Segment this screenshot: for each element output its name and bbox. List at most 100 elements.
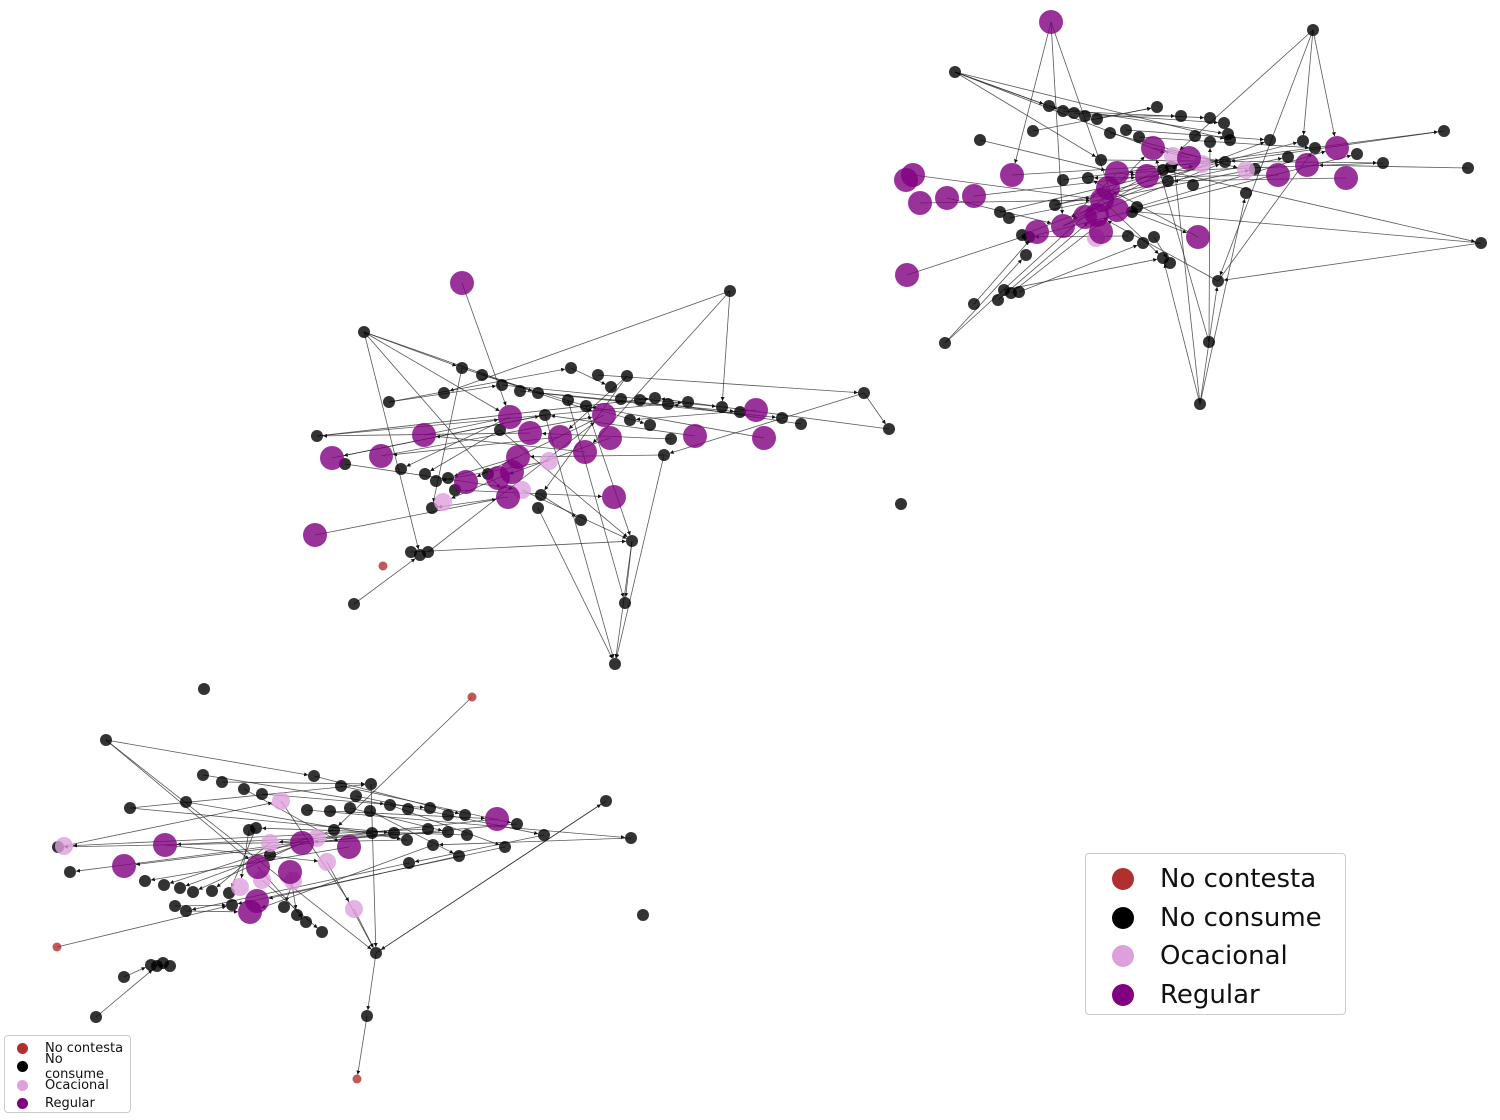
node-ocacional bbox=[55, 837, 73, 855]
node-no-consume bbox=[124, 802, 136, 814]
graph-edge bbox=[1312, 29, 1336, 137]
node-no-consume bbox=[461, 829, 473, 841]
node-no-consume bbox=[1187, 179, 1199, 191]
node-regular bbox=[1089, 220, 1113, 244]
node-regular bbox=[1000, 163, 1024, 187]
graph-edge bbox=[1217, 152, 1312, 282]
node-regular bbox=[290, 831, 314, 855]
node-no-consume bbox=[665, 433, 677, 445]
node-regular bbox=[112, 854, 136, 878]
graph-edge bbox=[567, 399, 625, 598]
node-regular bbox=[153, 833, 177, 857]
graph-edge bbox=[164, 844, 319, 863]
node-no-consume bbox=[344, 802, 356, 814]
node-no-consume bbox=[1282, 151, 1294, 163]
node-ocacional bbox=[345, 900, 363, 918]
graph-edge bbox=[912, 174, 1091, 200]
node-regular bbox=[454, 470, 478, 494]
node-no-consume bbox=[1079, 110, 1091, 122]
node-regular bbox=[1135, 164, 1159, 188]
node-no-consume bbox=[1351, 148, 1363, 160]
node-no-consume bbox=[1104, 127, 1116, 139]
node-no-consume bbox=[1377, 157, 1389, 169]
node-no-consume bbox=[358, 326, 370, 338]
node-no-consume bbox=[169, 900, 181, 912]
node-no-consume bbox=[187, 886, 199, 898]
node-no-consume bbox=[625, 832, 637, 844]
graph-edge bbox=[56, 905, 227, 948]
graph-edge bbox=[356, 1015, 368, 1075]
node-no-consume bbox=[634, 394, 646, 406]
graph-edge bbox=[1136, 150, 1326, 208]
node-no-consume bbox=[532, 387, 544, 399]
node-no-consume bbox=[1204, 136, 1216, 148]
node-no-consume bbox=[364, 805, 376, 817]
node-regular bbox=[246, 855, 270, 879]
legend-large: No contesta No consume Ocacional Regular bbox=[1085, 853, 1346, 1015]
node-no-consume bbox=[539, 409, 551, 421]
legend-label: No consume bbox=[45, 1051, 105, 1082]
node-no-consume bbox=[139, 875, 151, 887]
node-no-consume bbox=[459, 809, 471, 821]
graph-edge bbox=[240, 829, 250, 879]
node-no-consume bbox=[424, 802, 436, 814]
node-regular bbox=[895, 263, 919, 287]
node-no-consume bbox=[1027, 125, 1039, 137]
graph-edge bbox=[585, 405, 631, 536]
ocacional-marker bbox=[1112, 945, 1134, 968]
node-regular bbox=[1051, 214, 1075, 238]
node-regular bbox=[278, 860, 302, 884]
legend-label: Regular bbox=[45, 1096, 95, 1112]
node-regular bbox=[486, 466, 510, 490]
node-no-consume bbox=[1148, 231, 1160, 243]
node-regular bbox=[1334, 166, 1358, 190]
graph-edge bbox=[1003, 258, 1158, 291]
node-no-consume bbox=[180, 796, 192, 808]
node-no-consume bbox=[1175, 110, 1187, 122]
graph-edge bbox=[906, 235, 1026, 276]
node-no-consume bbox=[1043, 100, 1055, 112]
graph-edge bbox=[314, 498, 497, 536]
node-no-consume bbox=[1162, 175, 1174, 187]
node-no-consume bbox=[1307, 24, 1319, 36]
node-no-consume bbox=[226, 899, 238, 911]
node-no-contesta bbox=[467, 692, 477, 702]
node-no-consume bbox=[580, 400, 592, 412]
node-no-consume bbox=[716, 401, 728, 413]
node-no-consume bbox=[278, 901, 290, 913]
node-no-consume bbox=[335, 780, 347, 792]
graph-edge bbox=[1014, 21, 1052, 164]
node-no-consume bbox=[1264, 134, 1276, 146]
graph-edge bbox=[129, 807, 389, 835]
node-no-consume bbox=[1309, 142, 1321, 154]
node-no-consume bbox=[1224, 134, 1236, 146]
node-no-consume bbox=[476, 369, 488, 381]
node-regular bbox=[485, 807, 509, 831]
graph-edge bbox=[592, 290, 731, 444]
legend-label: Ocacional bbox=[45, 1077, 109, 1093]
graph-edge bbox=[550, 414, 696, 437]
legend-label: No consume bbox=[1160, 902, 1322, 933]
node-ocacional bbox=[1237, 161, 1255, 179]
graph-edge bbox=[1219, 29, 1314, 276]
node-no-consume bbox=[383, 396, 395, 408]
node-no-consume bbox=[682, 396, 694, 408]
node-no-contesta bbox=[378, 561, 388, 571]
node-no-consume bbox=[1091, 113, 1103, 125]
graph-edge bbox=[1318, 163, 1469, 169]
graph-edge bbox=[1096, 107, 1152, 120]
graph-edge bbox=[1155, 159, 1210, 343]
node-no-consume bbox=[206, 885, 218, 897]
graph-edge bbox=[1128, 209, 1482, 244]
node-no-consume bbox=[456, 362, 468, 374]
graph-edge bbox=[363, 331, 420, 550]
graph-edge bbox=[95, 969, 153, 1018]
node-no-consume bbox=[350, 790, 362, 802]
graph-edge bbox=[230, 827, 257, 888]
node-no-consume bbox=[300, 916, 312, 928]
node-no-contesta bbox=[52, 942, 62, 952]
node-no-consume bbox=[442, 472, 454, 484]
node-no-consume bbox=[619, 597, 631, 609]
node-no-consume bbox=[562, 394, 574, 406]
node-no-consume bbox=[157, 957, 169, 969]
